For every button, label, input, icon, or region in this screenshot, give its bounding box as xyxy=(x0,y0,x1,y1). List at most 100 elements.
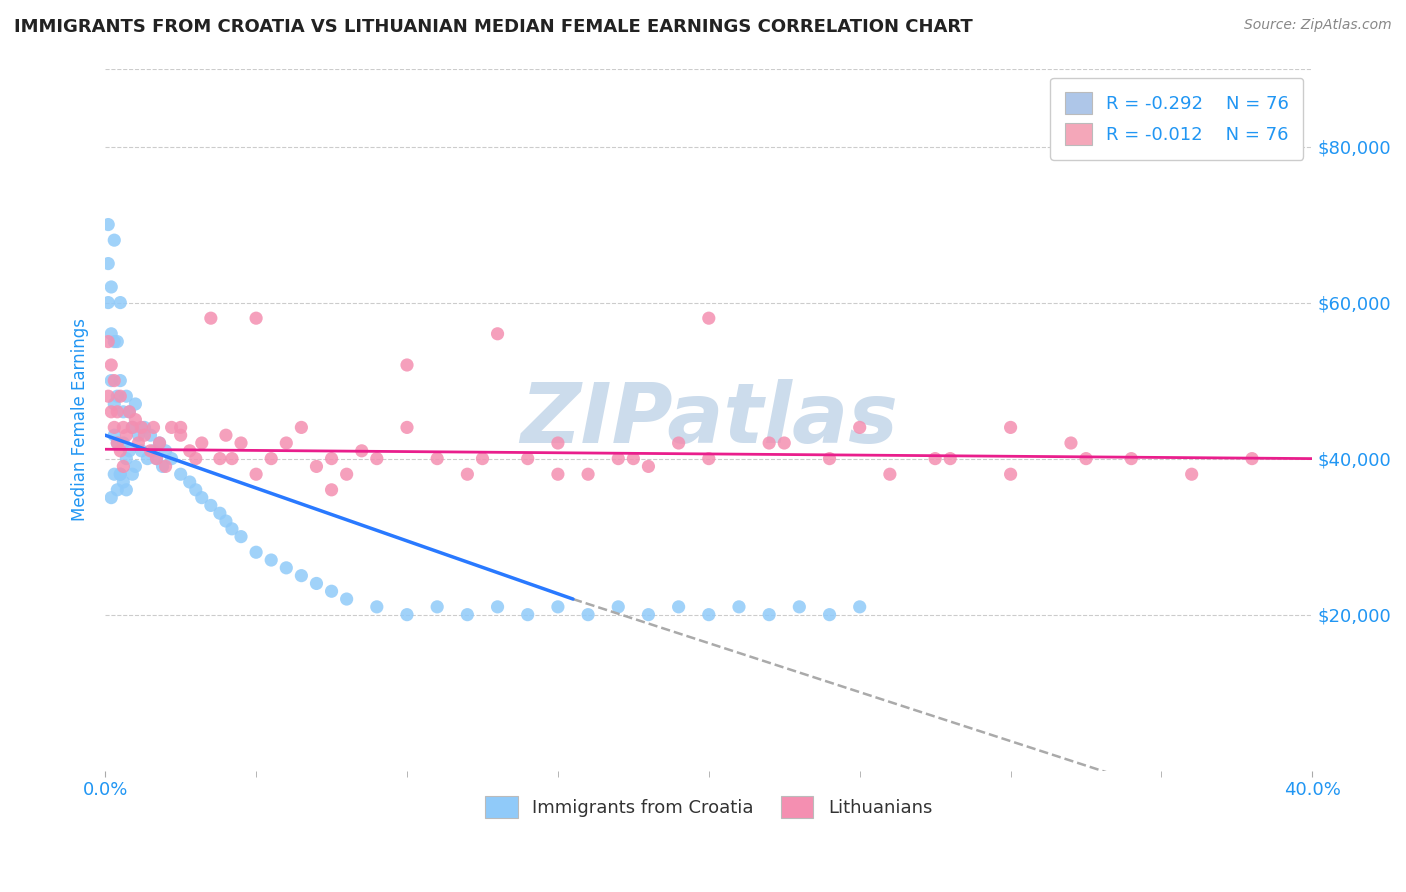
Point xyxy=(1060,436,1083,450)
Point xyxy=(110,467,132,482)
Point xyxy=(124,397,146,411)
Point xyxy=(105,436,128,450)
Point xyxy=(139,443,162,458)
Point xyxy=(305,576,328,591)
Point xyxy=(103,428,125,442)
Point xyxy=(879,467,901,482)
Point xyxy=(155,443,177,458)
Point xyxy=(127,428,149,442)
Point xyxy=(160,420,183,434)
Point xyxy=(121,467,143,482)
Point xyxy=(576,607,599,622)
Point xyxy=(103,334,125,349)
Text: IMMIGRANTS FROM CROATIA VS LITHUANIAN MEDIAN FEMALE EARNINGS CORRELATION CHART: IMMIGRANTS FROM CROATIA VS LITHUANIAN ME… xyxy=(14,18,973,36)
Point xyxy=(1121,451,1143,466)
Point xyxy=(208,451,231,466)
Point xyxy=(121,420,143,434)
Point xyxy=(112,436,135,450)
Point xyxy=(124,412,146,426)
Point xyxy=(179,475,201,489)
Point xyxy=(1181,467,1204,482)
Point xyxy=(245,311,267,326)
Point xyxy=(179,443,201,458)
Text: Source: ZipAtlas.com: Source: ZipAtlas.com xyxy=(1244,18,1392,32)
Point xyxy=(939,451,962,466)
Point xyxy=(547,467,569,482)
Point xyxy=(169,420,191,434)
Point xyxy=(366,451,388,466)
Point xyxy=(426,451,449,466)
Point xyxy=(97,218,120,232)
Point xyxy=(191,491,214,505)
Point xyxy=(100,405,122,419)
Point xyxy=(773,436,796,450)
Point xyxy=(115,428,138,442)
Text: ZIPatlas: ZIPatlas xyxy=(520,379,898,460)
Point xyxy=(321,451,343,466)
Point xyxy=(105,405,128,419)
Point xyxy=(516,607,538,622)
Point xyxy=(184,483,207,497)
Point xyxy=(100,326,122,341)
Point xyxy=(789,599,811,614)
Point xyxy=(215,428,238,442)
Point xyxy=(115,451,138,466)
Y-axis label: Median Female Earnings: Median Female Earnings xyxy=(72,318,89,521)
Point xyxy=(290,568,312,582)
Point xyxy=(305,459,328,474)
Point xyxy=(112,459,135,474)
Point xyxy=(100,358,122,372)
Point xyxy=(456,607,478,622)
Point xyxy=(576,467,599,482)
Point xyxy=(276,436,298,450)
Point xyxy=(148,436,170,450)
Point xyxy=(486,326,509,341)
Point xyxy=(848,420,870,434)
Point xyxy=(668,436,690,450)
Point xyxy=(110,443,132,458)
Point xyxy=(547,436,569,450)
Point xyxy=(112,475,135,489)
Point xyxy=(924,451,946,466)
Point xyxy=(276,561,298,575)
Point xyxy=(110,295,132,310)
Point xyxy=(848,599,870,614)
Point xyxy=(142,420,165,434)
Point xyxy=(100,280,122,294)
Point xyxy=(245,467,267,482)
Point xyxy=(136,451,159,466)
Point xyxy=(321,584,343,599)
Point xyxy=(191,436,214,450)
Point xyxy=(321,483,343,497)
Point xyxy=(260,451,283,466)
Point xyxy=(471,451,494,466)
Point xyxy=(110,374,132,388)
Point xyxy=(100,374,122,388)
Point xyxy=(1000,467,1022,482)
Point xyxy=(758,436,780,450)
Point xyxy=(160,451,183,466)
Point xyxy=(131,420,153,434)
Point xyxy=(456,467,478,482)
Point xyxy=(134,428,156,442)
Point xyxy=(97,334,120,349)
Point xyxy=(607,599,630,614)
Point xyxy=(221,451,243,466)
Point xyxy=(105,436,128,450)
Point xyxy=(395,420,418,434)
Point xyxy=(124,459,146,474)
Point xyxy=(200,499,222,513)
Point xyxy=(155,459,177,474)
Point xyxy=(139,428,162,442)
Point xyxy=(184,451,207,466)
Point xyxy=(229,436,252,450)
Point xyxy=(426,599,449,614)
Point xyxy=(1074,451,1097,466)
Point xyxy=(169,467,191,482)
Point xyxy=(103,397,125,411)
Point xyxy=(112,405,135,419)
Point xyxy=(121,420,143,434)
Point xyxy=(208,506,231,520)
Point xyxy=(142,443,165,458)
Point xyxy=(100,491,122,505)
